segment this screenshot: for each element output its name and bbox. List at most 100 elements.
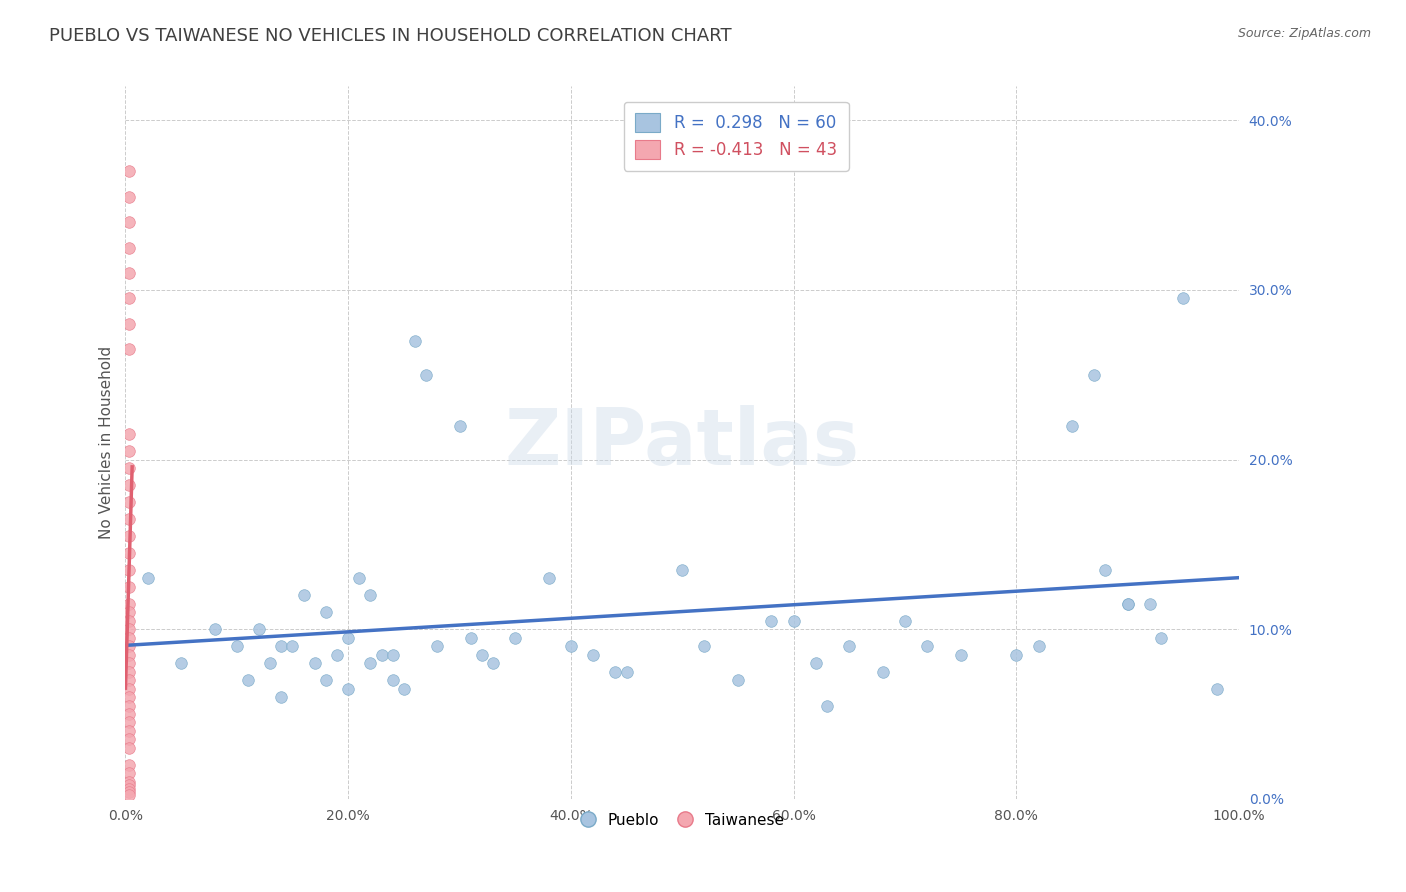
Point [315,605,337,619]
Point [894,614,917,628]
Point [118,292,141,306]
Point [118,631,141,645]
Point [225,639,247,653]
Point [247,622,270,636]
Point [259,656,281,670]
Point [118,673,141,687]
Point [118,781,141,796]
Point [118,732,141,747]
Point [118,622,141,636]
Point [693,639,716,653]
Point [118,758,141,772]
Point [118,690,141,704]
Point [560,639,582,653]
Point [118,427,141,442]
Point [304,656,326,670]
Point [118,656,141,670]
Point [404,334,426,348]
Point [1205,681,1227,696]
Point [136,571,159,585]
Point [359,656,381,670]
Point [1028,639,1050,653]
Point [118,766,141,780]
Point [118,665,141,679]
Point [118,512,141,526]
Y-axis label: No Vehicles in Household: No Vehicles in Household [100,346,114,539]
Point [804,656,827,670]
Point [426,639,449,653]
Point [671,563,693,577]
Point [292,588,315,602]
Point [118,614,141,628]
Point [118,189,141,203]
Point [349,571,371,585]
Point [392,681,415,696]
Point [118,785,141,799]
Point [170,656,193,670]
Point [605,665,627,679]
Point [449,418,471,433]
Point [460,631,482,645]
Point [1005,648,1028,662]
Point [118,546,141,560]
Point [118,698,141,713]
Point [118,789,141,803]
Point [118,215,141,229]
Point [949,648,972,662]
Point [118,266,141,280]
Point [872,665,894,679]
Point [1116,597,1139,611]
Point [1116,597,1139,611]
Point [1173,292,1195,306]
Text: ZIPatlas: ZIPatlas [505,405,859,481]
Text: PUEBLO VS TAIWANESE NO VEHICLES IN HOUSEHOLD CORRELATION CHART: PUEBLO VS TAIWANESE NO VEHICLES IN HOUSE… [49,27,733,45]
Point [359,588,381,602]
Point [118,580,141,594]
Point [503,631,526,645]
Point [118,495,141,509]
Point [838,639,860,653]
Point [815,698,838,713]
Point [582,648,605,662]
Point [1083,368,1105,382]
Point [915,639,938,653]
Point [370,648,392,662]
Point [381,648,404,662]
Point [118,723,141,738]
Point [118,605,141,619]
Point [118,240,141,254]
Point [204,622,226,636]
Point [281,639,304,653]
Point [482,656,505,670]
Legend: Pueblo, Taiwanese: Pueblo, Taiwanese [574,806,790,834]
Point [118,529,141,543]
Point [326,648,349,662]
Point [415,368,437,382]
Point [118,444,141,458]
Point [118,715,141,730]
Point [118,317,141,331]
Point [118,775,141,789]
Point [337,681,360,696]
Point [381,673,404,687]
Point [118,681,141,696]
Point [1060,418,1083,433]
Point [118,778,141,792]
Point [118,597,141,611]
Point [270,639,292,653]
Point [727,673,749,687]
Point [1139,597,1161,611]
Point [118,648,141,662]
Point [118,461,141,475]
Point [270,690,292,704]
Point [315,673,337,687]
Point [118,478,141,492]
Point [118,164,141,178]
Point [616,665,638,679]
Point [118,563,141,577]
Point [118,343,141,357]
Point [337,631,360,645]
Point [236,673,259,687]
Point [471,648,494,662]
Point [761,614,783,628]
